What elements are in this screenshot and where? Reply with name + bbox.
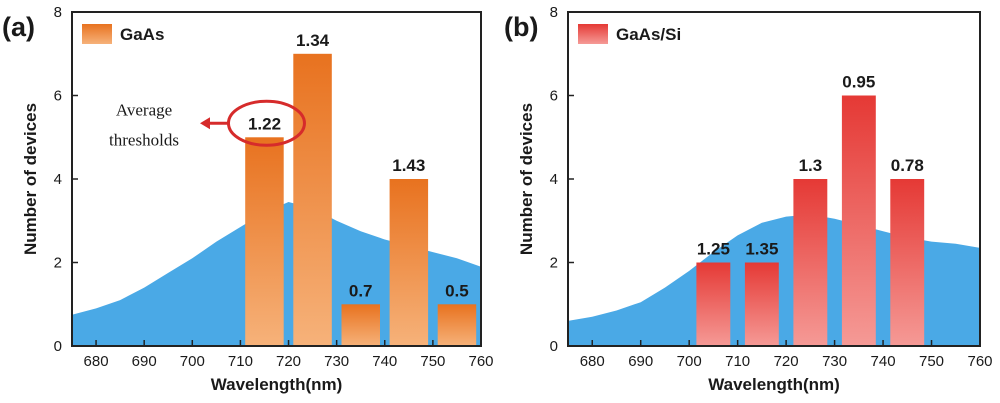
panel-label-b: (b) bbox=[504, 12, 538, 42]
bar-1 bbox=[744, 262, 779, 346]
x-axis-title-a: Wavelength(nm) bbox=[211, 375, 343, 394]
x-tick-label: 700 bbox=[180, 353, 205, 370]
y-tick-label: 0 bbox=[54, 338, 62, 355]
bar-4 bbox=[437, 304, 477, 347]
y-tick-label: 8 bbox=[550, 4, 558, 21]
annotation-text-line-1: Average bbox=[116, 100, 172, 119]
bar-label-2: 1.3 bbox=[799, 156, 823, 175]
legend-swatch-a bbox=[82, 24, 112, 44]
x-tick-label: 690 bbox=[628, 353, 653, 370]
legend-b: GaAs/Si bbox=[578, 24, 681, 44]
bars-a bbox=[245, 53, 477, 347]
bar-2 bbox=[793, 179, 828, 346]
bar-3 bbox=[389, 179, 429, 346]
y-tick-label: 4 bbox=[54, 171, 62, 188]
y-tick-label: 2 bbox=[550, 255, 558, 272]
y-tick-label: 8 bbox=[54, 4, 62, 21]
x-tick-label: 710 bbox=[228, 353, 253, 370]
bar-3 bbox=[841, 95, 876, 346]
chart-panel-a: (a) 1.221.340.71.430.5 680 690 700 710 720 73… bbox=[2, 4, 494, 394]
x-tick-label: 760 bbox=[468, 353, 493, 370]
x-tick-label: 730 bbox=[822, 353, 847, 370]
annotation-average-thresholds: Average thresholds bbox=[109, 99, 306, 149]
panel-label-a: (a) bbox=[2, 12, 35, 42]
bar-2 bbox=[341, 304, 380, 347]
y-tick-label: 4 bbox=[550, 171, 558, 188]
bar-label-3: 1.43 bbox=[392, 156, 425, 175]
x-tick-label: 720 bbox=[774, 353, 799, 370]
bar-labels-a: 1.22 1.34 0.7 1.43 0.5 bbox=[248, 31, 469, 300]
y-tick-label: 2 bbox=[54, 255, 62, 272]
bar-label-4: 0.78 bbox=[891, 156, 924, 175]
x-tick-label: 740 bbox=[871, 353, 896, 370]
x-axis-title-b: Wavelength(nm) bbox=[708, 375, 840, 394]
x-tick-label: 700 bbox=[677, 353, 702, 370]
x-tick-label: 710 bbox=[725, 353, 750, 370]
annotation-text-line-2: thresholds bbox=[109, 130, 179, 149]
chart-panel-b: (b) 1.25 1.351.30.950.78 680 690 700 710 720 7… bbox=[504, 4, 993, 394]
y-axis-title-b: Number of devices bbox=[517, 103, 536, 255]
bar-1 bbox=[293, 53, 332, 347]
bar-label-1: 1.34 bbox=[296, 31, 330, 50]
x-ticks-a: 680 690 700 710 720 730 740 750 760 bbox=[84, 340, 494, 370]
y-ticks-a: 0 2 4 6 8 bbox=[54, 4, 78, 355]
bar-0 bbox=[696, 262, 731, 346]
legend-swatch-b bbox=[578, 24, 608, 44]
bar-0 bbox=[245, 137, 284, 347]
x-tick-label: 750 bbox=[420, 353, 445, 370]
bar-4 bbox=[890, 179, 925, 346]
y-tick-label: 6 bbox=[54, 88, 62, 105]
bar-label-4: 0.5 bbox=[445, 281, 469, 300]
bar-label-1: 1.35 bbox=[745, 240, 778, 259]
bar-labels-b: 1.25 1.35 1.3 0.95 0.78 bbox=[697, 73, 924, 259]
bar-label-3: 0.95 bbox=[842, 73, 875, 92]
bars-b bbox=[696, 95, 925, 346]
y-tick-label: 6 bbox=[550, 88, 558, 105]
bar-label-2: 0.7 bbox=[349, 281, 373, 300]
bar-label-0: 1.25 bbox=[697, 240, 730, 259]
y-ticks-b: 0 2 4 6 8 bbox=[550, 4, 574, 355]
legend-label-b: GaAs/Si bbox=[616, 25, 681, 44]
x-tick-label: 680 bbox=[580, 353, 605, 370]
y-axis-title-a: Number of devices bbox=[21, 103, 40, 255]
legend-label-a: GaAs bbox=[120, 25, 164, 44]
x-tick-label: 740 bbox=[372, 353, 397, 370]
bar-label-0: 1.22 bbox=[248, 114, 281, 133]
x-tick-label: 760 bbox=[967, 353, 992, 370]
annotation-arrowhead bbox=[200, 117, 210, 130]
x-tick-label: 720 bbox=[276, 353, 301, 370]
y-tick-label: 0 bbox=[550, 338, 558, 355]
x-tick-label: 730 bbox=[324, 353, 349, 370]
x-tick-label: 750 bbox=[919, 353, 944, 370]
legend-a: GaAs bbox=[82, 24, 164, 44]
x-tick-label: 690 bbox=[132, 353, 157, 370]
x-ticks-b: 680 690 700 710 720 730 740 750 760 bbox=[580, 340, 993, 370]
x-tick-label: 680 bbox=[84, 353, 109, 370]
